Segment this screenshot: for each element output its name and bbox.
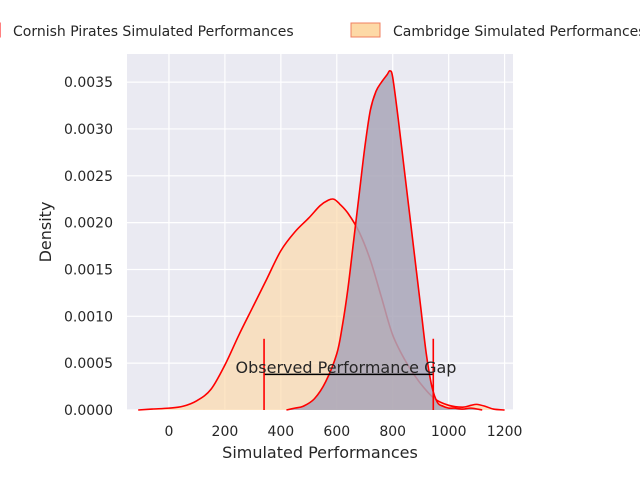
y-axis-title: Density — [36, 202, 55, 263]
legend-label-cambridge: Cambridge Simulated Performances — [393, 24, 640, 40]
x-axis-title: Simulated Performances — [222, 443, 418, 462]
y-tick-label: 0.0035 — [64, 75, 113, 91]
area-fill-cornish — [286, 70, 483, 410]
gap-annotation-label: Observed Performance Gap — [236, 358, 457, 377]
density-line-cambridge — [138, 198, 505, 411]
x-tick-label: 200 — [212, 424, 239, 440]
y-tick-label: 0.0025 — [64, 169, 113, 185]
y-tick-label: 0.0010 — [64, 309, 113, 325]
y-tick-label: 0.0005 — [64, 356, 113, 372]
legend-swatch-cambridge — [350, 22, 381, 38]
x-tick-label: 600 — [323, 424, 350, 440]
area-fill-cambridge — [138, 198, 505, 410]
density-areas — [138, 70, 505, 411]
legend-label-cornish: Cornish Pirates Simulated Performances — [13, 24, 294, 40]
x-tick-label: 1200 — [487, 424, 523, 440]
y-tick-label: 0.0000 — [64, 403, 113, 419]
legend: Cornish Pirates Simulated Performances C… — [0, 22, 640, 40]
gap-annotation: Observed Performance Gap — [236, 338, 457, 410]
x-tick-label: 1000 — [431, 424, 467, 440]
x-tick-label: 0 — [164, 424, 173, 440]
x-tick-labels: 0 200 400 600 800 1000 1200 — [164, 424, 522, 440]
x-tick-label: 800 — [379, 424, 406, 440]
y-tick-label: 0.0020 — [64, 216, 113, 232]
y-tick-label: 0.0030 — [64, 122, 113, 138]
y-tick-label: 0.0015 — [64, 262, 113, 278]
x-tick-label: 400 — [267, 424, 294, 440]
y-tick-labels: 0.0000 0.0005 0.0010 0.0015 0.0020 0.0025 0.00… — [64, 75, 113, 419]
density-line-cornish — [286, 70, 483, 411]
